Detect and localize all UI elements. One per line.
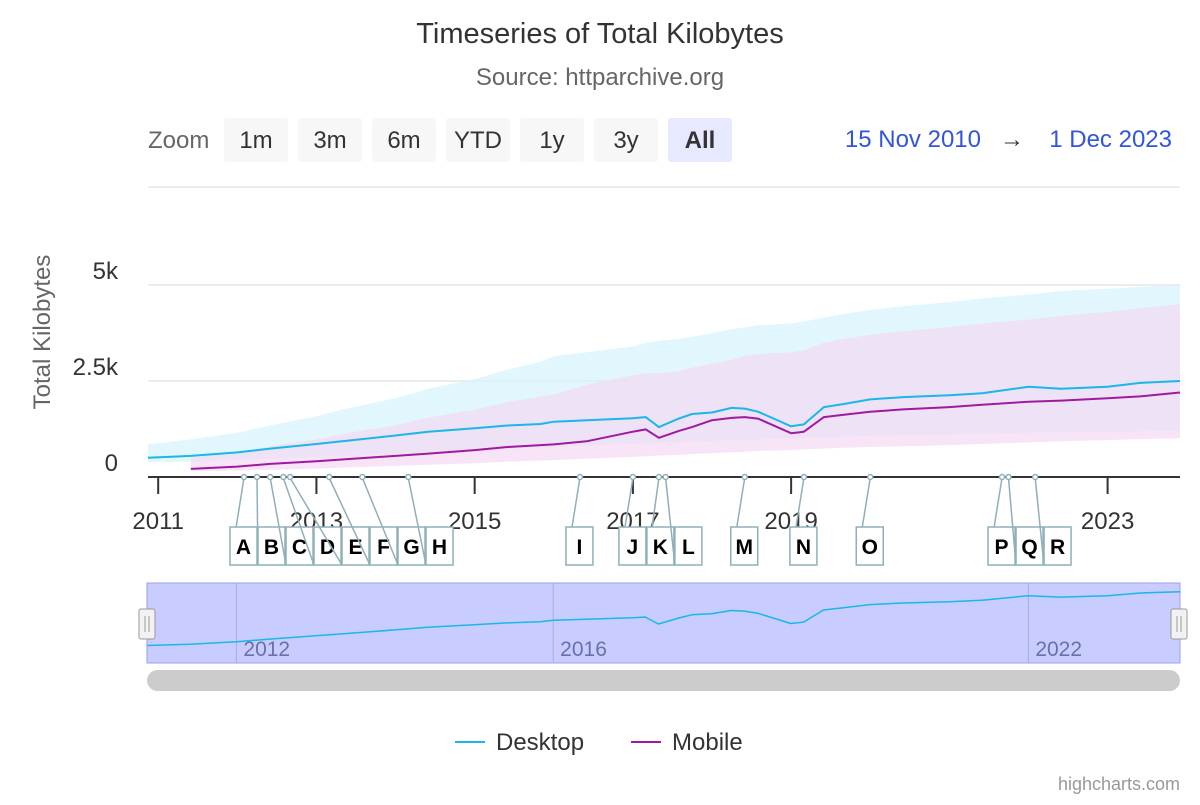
annotation-flag-k[interactable]: K bbox=[646, 473, 675, 566]
annotation-flag-r[interactable]: R bbox=[1031, 473, 1072, 566]
annotation-flag-a[interactable]: A bbox=[229, 473, 258, 566]
annotation-flag-i[interactable]: I bbox=[565, 473, 594, 566]
y-tick-label: 5k bbox=[93, 258, 119, 285]
annotation-flag-c[interactable]: C bbox=[266, 473, 314, 566]
annotation-flag-label: O bbox=[862, 536, 878, 559]
zoom-button-label: 6m bbox=[387, 127, 420, 154]
navigator-tick-label: 2012 bbox=[243, 638, 290, 661]
zoom-label: Zoom bbox=[148, 127, 209, 154]
legend-item-desktop[interactable]: Desktop bbox=[455, 729, 584, 756]
zoom-button-1m[interactable]: 1m bbox=[224, 118, 288, 162]
series-bands bbox=[148, 285, 1180, 472]
navigator-left-handle[interactable] bbox=[138, 608, 156, 640]
annotation-flag-label: A bbox=[236, 536, 251, 559]
annotation-flag-label: D bbox=[320, 536, 335, 559]
scrollbar[interactable] bbox=[147, 670, 1180, 691]
navigator-right-handle[interactable] bbox=[1170, 608, 1188, 640]
zoom-button-3y[interactable]: 3y bbox=[594, 118, 658, 162]
x-tick-label: 2011 bbox=[132, 508, 184, 535]
annotation-flag-label: C bbox=[292, 536, 307, 559]
zoom-button-1y[interactable]: 1y bbox=[520, 118, 584, 162]
navigator[interactable]: 2012 2016 2022 bbox=[138, 582, 1188, 664]
zoom-button-all[interactable]: All bbox=[668, 118, 732, 162]
range-selector: Zoom 1m 3m 6m YTD 1y 3y All 15 Nov 2010 → 1 De… bbox=[148, 118, 1172, 162]
chart-title: Timeseries of Total Kilobytes bbox=[416, 18, 783, 50]
annotation-flag-label: M bbox=[735, 536, 753, 559]
annotation-flag-n[interactable]: N bbox=[789, 473, 818, 566]
legend-mobile-label: Mobile bbox=[672, 729, 743, 756]
annotation-flag-p[interactable]: P bbox=[987, 473, 1016, 566]
chart-subtitle: Source: httparchive.org bbox=[476, 64, 724, 91]
y-tick-label: 0 bbox=[105, 450, 118, 477]
annotation-flag-label: J bbox=[627, 536, 639, 559]
mobile-range-band bbox=[190, 304, 1180, 472]
navigator-desktop-line[interactable] bbox=[146, 590, 1181, 647]
legend-desktop-label: Desktop bbox=[496, 729, 584, 756]
zoom-button-6m[interactable]: 6m bbox=[372, 118, 436, 162]
zoom-button-3m[interactable]: 3m bbox=[298, 118, 362, 162]
x-tick-label: 2015 bbox=[448, 508, 501, 535]
legend: Desktop Mobile bbox=[455, 729, 743, 756]
annotation-flag-j[interactable]: J bbox=[618, 473, 647, 566]
range-from[interactable]: 15 Nov 2010 bbox=[845, 126, 981, 153]
annotation-flag-o[interactable]: O bbox=[855, 473, 884, 566]
zoom-button-ytd[interactable]: YTD bbox=[446, 118, 510, 162]
x-tick-label: 2023 bbox=[1081, 508, 1134, 535]
navigator-tick-label: 2022 bbox=[1035, 638, 1082, 661]
annotation-flag-label: N bbox=[796, 536, 811, 559]
zoom-button-label: 3m bbox=[313, 127, 346, 154]
desktop-line[interactable] bbox=[147, 380, 1181, 459]
annotation-flag-label: H bbox=[432, 536, 447, 559]
annotation-flag-e[interactable]: E bbox=[286, 473, 370, 566]
zoom-button-label: 1y bbox=[539, 127, 564, 154]
zoom-button-label: YTD bbox=[454, 127, 502, 154]
annotation-flag-label: Q bbox=[1021, 536, 1037, 559]
annotation-flag-l[interactable]: L bbox=[662, 473, 703, 566]
annotation-flag-label: E bbox=[348, 536, 362, 559]
legend-item-mobile[interactable]: Mobile bbox=[631, 729, 743, 756]
annotation-flag-label: K bbox=[653, 536, 668, 559]
y-axis-title: Total Kilobytes bbox=[29, 255, 56, 410]
annotation-flag-label: B bbox=[264, 536, 279, 559]
zoom-button-label: 3y bbox=[613, 127, 638, 154]
y-axis-ticks: 0 2.5k 5k bbox=[73, 258, 119, 477]
range-arrow: → bbox=[1000, 126, 1024, 153]
annotation-flag-label: P bbox=[995, 536, 1009, 559]
annotation-flag-f[interactable]: F bbox=[325, 473, 398, 566]
navigator-tick-label: 2016 bbox=[560, 638, 607, 661]
annotation-flag-label: I bbox=[577, 536, 583, 559]
credits-link[interactable]: highcharts.com bbox=[1058, 774, 1180, 794]
annotation-flag-label: R bbox=[1050, 536, 1065, 559]
annotation-flag-d[interactable]: D bbox=[280, 473, 342, 566]
annotation-flag-g[interactable]: G bbox=[359, 473, 426, 566]
annotation-flag-label: F bbox=[377, 536, 390, 559]
annotation-flag-label: L bbox=[682, 536, 695, 559]
zoom-button-label: 1m bbox=[239, 127, 272, 154]
series-lines bbox=[147, 380, 1181, 470]
range-to[interactable]: 1 Dec 2023 bbox=[1049, 126, 1172, 153]
mobile-line[interactable] bbox=[190, 391, 1181, 470]
zoom-button-label: All bbox=[685, 127, 716, 154]
annotation-flag-h[interactable]: H bbox=[405, 473, 454, 566]
y-tick-label: 2.5k bbox=[73, 354, 119, 381]
annotation-flag-q[interactable]: Q bbox=[1005, 473, 1044, 566]
annotation-flag-m[interactable]: M bbox=[729, 473, 759, 566]
annotation-flag-label: G bbox=[403, 536, 419, 559]
